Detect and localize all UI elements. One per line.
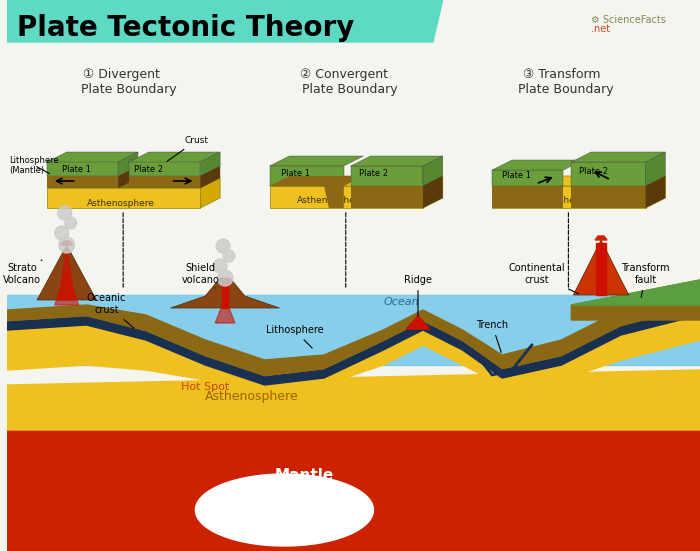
Polygon shape: [195, 474, 374, 546]
Polygon shape: [8, 370, 700, 430]
Text: Plate Tectonic Theory: Plate Tectonic Theory: [18, 14, 355, 42]
Text: Mantle: Mantle: [274, 468, 334, 483]
Polygon shape: [596, 243, 606, 295]
Polygon shape: [571, 280, 700, 320]
Polygon shape: [270, 176, 442, 186]
Polygon shape: [215, 298, 235, 323]
Polygon shape: [47, 178, 220, 188]
Polygon shape: [492, 176, 666, 186]
Polygon shape: [8, 307, 700, 385]
Polygon shape: [492, 186, 564, 208]
Polygon shape: [595, 236, 607, 240]
Text: Lithosphere: Lithosphere: [265, 325, 323, 348]
Text: Plate 1: Plate 1: [62, 165, 91, 174]
Polygon shape: [200, 166, 220, 188]
Text: ③ Transform
  Plate Boundary: ③ Transform Plate Boundary: [510, 68, 613, 96]
Text: Asthenosphere: Asthenosphere: [87, 199, 155, 208]
Polygon shape: [129, 160, 200, 176]
Polygon shape: [118, 152, 138, 176]
Circle shape: [65, 217, 76, 229]
Polygon shape: [645, 176, 666, 208]
Polygon shape: [270, 166, 344, 186]
Polygon shape: [571, 152, 666, 162]
Polygon shape: [59, 245, 75, 300]
Circle shape: [214, 259, 227, 273]
Text: Transform
fault: Transform fault: [622, 263, 670, 298]
Text: Oceanic
crust: Oceanic crust: [87, 293, 134, 328]
Circle shape: [58, 206, 71, 220]
Polygon shape: [492, 170, 564, 186]
Text: Continental
crust: Continental crust: [508, 263, 579, 294]
Text: Ridge: Ridge: [404, 275, 432, 316]
Circle shape: [59, 237, 75, 253]
Polygon shape: [47, 188, 200, 208]
Polygon shape: [171, 278, 279, 308]
Polygon shape: [47, 160, 118, 176]
Circle shape: [223, 250, 235, 262]
Polygon shape: [324, 178, 344, 208]
Text: Plate 1: Plate 1: [502, 171, 531, 180]
Polygon shape: [47, 176, 200, 188]
Text: Crust: Crust: [167, 136, 209, 161]
Polygon shape: [200, 178, 220, 208]
Polygon shape: [129, 176, 200, 188]
Polygon shape: [406, 316, 430, 329]
Polygon shape: [270, 186, 423, 208]
Polygon shape: [270, 176, 363, 186]
Circle shape: [55, 226, 69, 240]
Text: .net: .net: [592, 24, 610, 34]
Text: Plate 2: Plate 2: [580, 167, 608, 176]
Text: Trench: Trench: [476, 320, 508, 352]
Polygon shape: [645, 152, 666, 186]
Polygon shape: [200, 152, 220, 176]
Text: Plate 2: Plate 2: [134, 165, 163, 174]
Text: Asthenosphere: Asthenosphere: [517, 196, 584, 205]
Polygon shape: [645, 176, 666, 208]
Polygon shape: [8, 290, 700, 385]
Polygon shape: [118, 166, 138, 188]
Text: Hot Spot: Hot Spot: [181, 382, 229, 392]
Text: Lithosphere
(Mantle): Lithosphere (Mantle): [9, 155, 59, 175]
Text: Strato
Volcano: Strato Volcano: [4, 260, 42, 285]
Polygon shape: [492, 160, 583, 170]
Polygon shape: [492, 186, 645, 208]
Text: Ocean: Ocean: [384, 297, 419, 307]
Circle shape: [217, 270, 233, 286]
Polygon shape: [8, 0, 442, 42]
Polygon shape: [423, 176, 442, 208]
Polygon shape: [8, 430, 700, 551]
Polygon shape: [351, 166, 423, 186]
Polygon shape: [571, 186, 645, 208]
Polygon shape: [423, 156, 442, 186]
Polygon shape: [222, 280, 228, 308]
Polygon shape: [55, 270, 78, 305]
Polygon shape: [8, 307, 700, 390]
Text: Plate 1: Plate 1: [281, 169, 311, 178]
Polygon shape: [129, 152, 220, 162]
Polygon shape: [47, 152, 138, 162]
Polygon shape: [351, 156, 442, 166]
Polygon shape: [571, 280, 700, 305]
Polygon shape: [200, 166, 220, 188]
Text: Plate 2: Plate 2: [358, 169, 388, 178]
Polygon shape: [61, 241, 73, 245]
Text: Asthenosphere: Asthenosphere: [205, 390, 299, 403]
Polygon shape: [571, 162, 645, 186]
Polygon shape: [351, 186, 423, 208]
Text: Shield
volcano: Shield volcano: [181, 263, 219, 288]
Text: Asthenosphere: Asthenosphere: [298, 196, 365, 205]
Text: ⚙ ScienceFacts: ⚙ ScienceFacts: [592, 15, 666, 25]
Polygon shape: [37, 245, 97, 300]
Text: ② Convergent
   Plate Boundary: ② Convergent Plate Boundary: [290, 68, 398, 96]
Polygon shape: [270, 156, 363, 166]
Polygon shape: [8, 295, 700, 365]
Text: ① Divergent
    Plate Boundary: ① Divergent Plate Boundary: [65, 68, 177, 96]
Circle shape: [216, 239, 230, 253]
Polygon shape: [423, 176, 442, 208]
Polygon shape: [47, 176, 118, 188]
Polygon shape: [573, 240, 629, 295]
